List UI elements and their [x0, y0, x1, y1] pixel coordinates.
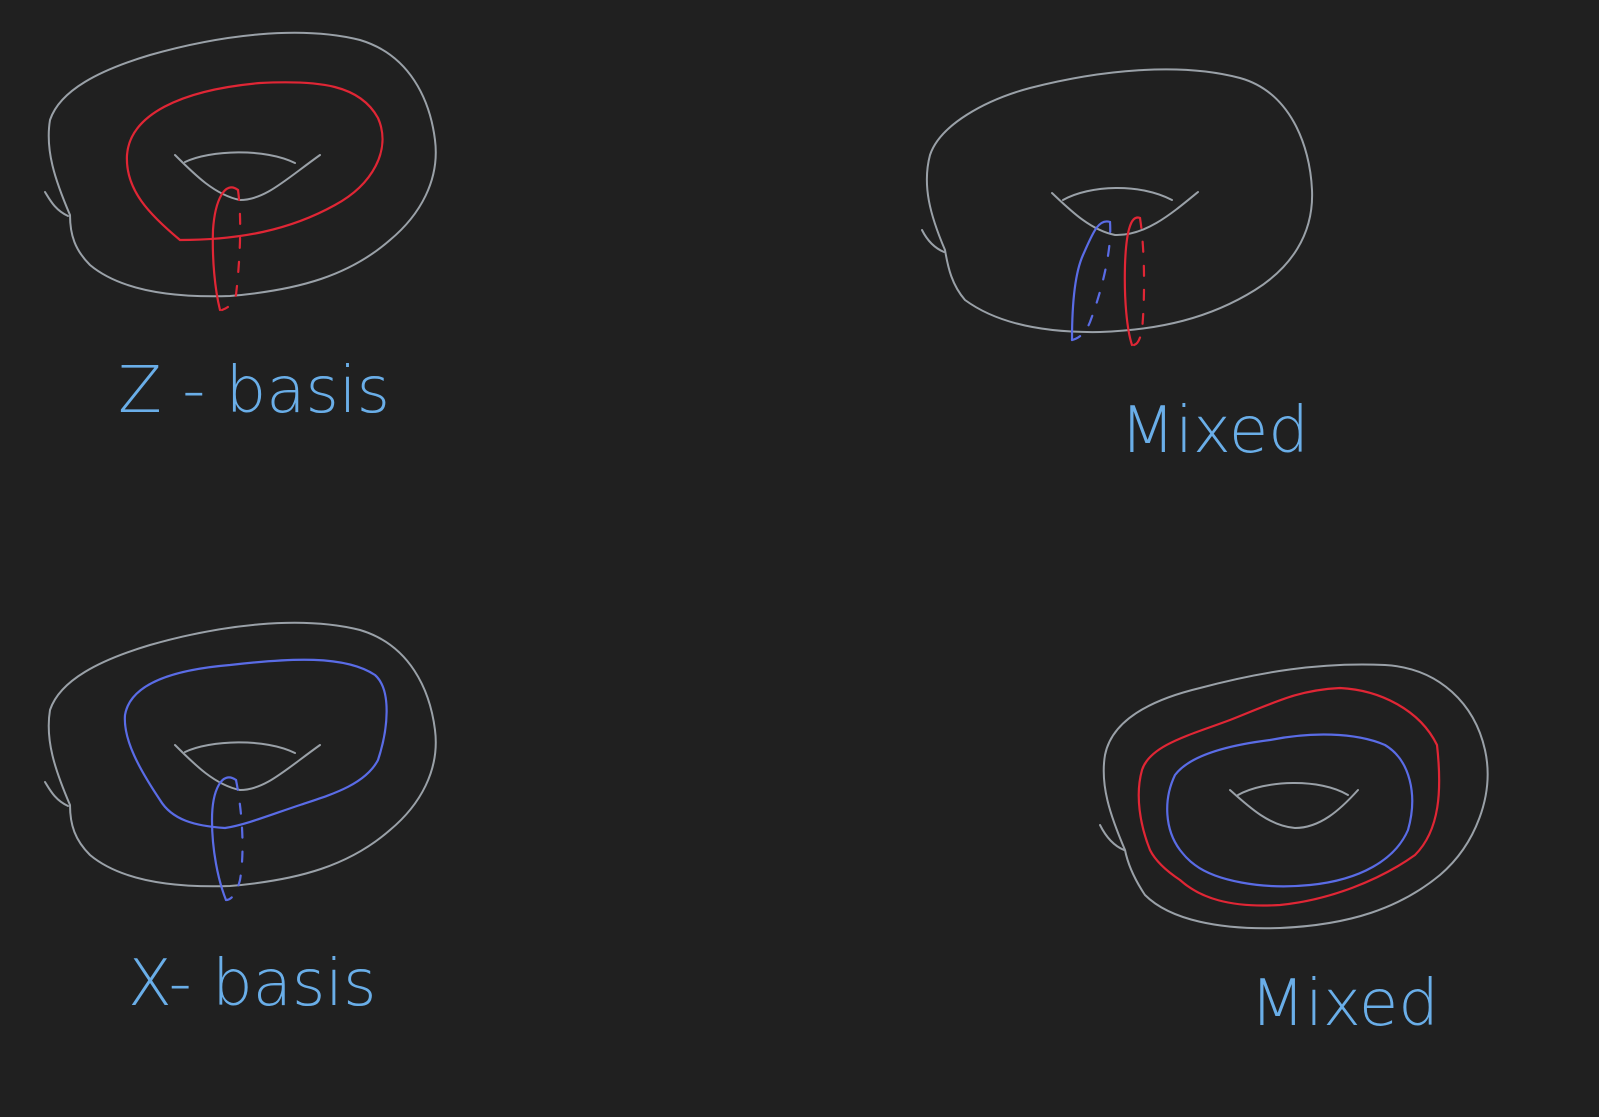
torus-outline	[925, 68, 1314, 334]
z-longitude-loop	[125, 81, 384, 242]
z-meridian-loop-back	[1130, 216, 1146, 347]
panel-label: Mixed	[1250, 967, 1439, 1041]
z-meridian-loop-front	[211, 186, 240, 312]
x-meridian-loop-back	[1070, 220, 1112, 342]
torus-outline-tick	[1099, 824, 1125, 851]
panel-mixed-longitudes: Mixed	[1099, 663, 1489, 1041]
torus-outline-tick	[921, 229, 945, 253]
x-meridian-loop-front	[210, 776, 238, 902]
panel-label: Mixed	[1120, 394, 1309, 468]
torus-outline	[1102, 663, 1489, 930]
torus-hole-lower	[1051, 191, 1199, 237]
torus-hole-upper	[1062, 187, 1173, 201]
panel-mixed-meridians: Mixed	[921, 68, 1314, 468]
torus-hole-upper	[184, 151, 296, 164]
torus-outline-tick	[44, 781, 69, 807]
torus-outline	[47, 31, 437, 298]
torus-hole-lower	[1229, 789, 1359, 829]
panel-z-basis: Z - basis	[44, 31, 437, 428]
panel-label: Z - basis	[118, 354, 390, 428]
torus-hole-upper	[1237, 782, 1349, 796]
torus-outline	[47, 621, 437, 888]
torus-hole-upper	[184, 741, 296, 754]
z-longitude-loop	[1137, 686, 1441, 907]
z-meridian-loop-back	[220, 188, 242, 312]
panel-label: X- basis	[128, 947, 376, 1021]
torus-outline-tick	[44, 191, 69, 217]
x-longitude-loop	[1166, 733, 1414, 888]
x-meridian-loop-back	[224, 778, 244, 902]
z-meridian-loop-front	[1123, 216, 1142, 347]
x-meridian-loop-front	[1070, 220, 1112, 342]
panel-x-basis: X- basis	[44, 621, 437, 1021]
torus-hole-lower	[174, 744, 321, 791]
x-longitude-loop	[123, 658, 388, 830]
